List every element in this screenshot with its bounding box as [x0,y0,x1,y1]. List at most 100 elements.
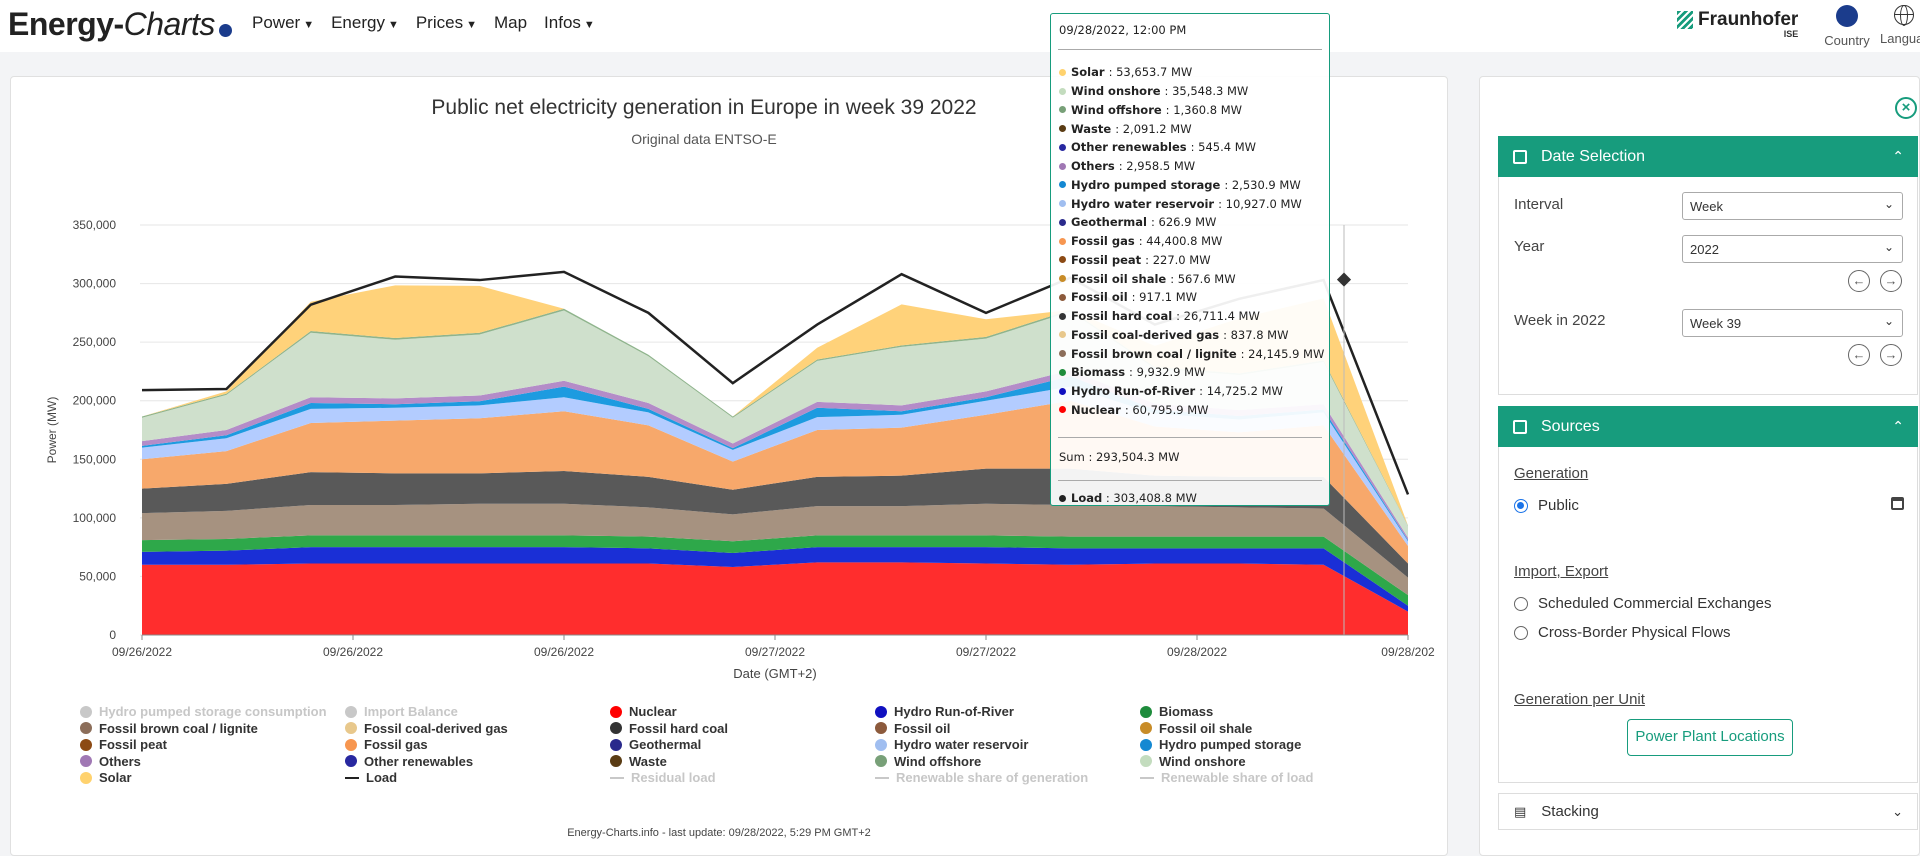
legend-marker-icon [875,705,887,718]
legend-marker-icon [1140,776,1154,779]
tooltip-row: Hydro water reservoir: 10,927.0 MW [1059,194,1324,213]
y-axis-label: Power (MW) [45,397,59,464]
legend-marker-icon [345,738,357,751]
legend-item[interactable]: Import Balance [345,704,610,720]
close-sidebar-icon[interactable]: × [1895,97,1917,119]
legend-marker-icon [610,705,622,718]
x-tick-label: 09/26/2022 [323,645,383,659]
week-next-icon[interactable]: → [1880,344,1902,366]
chart-title: Public net electricity generation in Eur… [431,96,977,119]
legend-marker-icon [1140,738,1152,751]
legend-item[interactable]: Renewable share of load [1140,770,1340,786]
legend-label: Fossil hard coal [629,720,728,736]
legend-label: Hydro water reservoir [894,737,1029,753]
tooltip-dot-icon [1059,143,1066,151]
legend-item[interactable]: Fossil oil shale [1140,721,1340,737]
tooltip-dot-icon [1059,312,1066,320]
legend-item[interactable]: Wind offshore [875,754,1140,770]
legend-marker-icon [1140,705,1152,718]
legend-marker-icon [345,722,357,735]
y-tick-label: 350,000 [73,218,117,232]
date-selection-header[interactable]: Date Selection ⌃ [1498,136,1918,177]
legend-item[interactable]: Hydro pumped storage consumption [80,704,345,720]
legend-item[interactable]: Hydro pumped storage [1140,737,1340,753]
nav-prices[interactable]: Prices ▼ [415,13,477,32]
legend-item[interactable]: Fossil brown coal / lignite [80,721,345,737]
tooltip-dot-icon [1059,293,1066,301]
tooltip-dot-icon [1059,68,1066,76]
top-navbar: Energy-Charts Power ▼ Energy ▼ Prices ▼ Map… [0,0,1920,52]
legend-item[interactable]: Hydro water reservoir [875,737,1140,753]
area-hydro-run-of-river [142,547,1408,612]
chevron-down-icon: ⌄ [1883,197,1894,211]
legend-label: Hydro pumped storage [1159,737,1302,753]
legend-marker-icon [345,776,359,779]
tooltip-row: Wind onshore: 35,548.3 MW [1059,82,1324,101]
legend-item[interactable]: Others [80,754,345,770]
interval-select[interactable]: Week ⌄ [1682,192,1903,220]
area-nuclear [142,562,1408,635]
legend-item[interactable]: Geothermal [610,737,875,753]
crossborder-flows-radio[interactable]: Cross-Border Physical Flows [1514,624,1731,641]
language-selector[interactable]: Langua [1880,5,1920,46]
generation-per-unit-link[interactable]: Generation per Unit [1514,691,1645,708]
stacking-header[interactable]: ▤ Stacking ⌄ [1498,793,1918,830]
legend-marker-icon [610,738,622,751]
chevron-down-icon: ⌄ [1883,240,1894,254]
tooltip-dot-icon [1059,406,1066,414]
nav-infos[interactable]: Infos ▼ [544,13,595,32]
legend-marker-icon [80,771,92,784]
legend-item[interactable]: Biomass [1140,704,1340,720]
calendar-icon[interactable] [1891,497,1904,510]
year-prev-icon[interactable]: ← [1848,270,1870,292]
scheduled-exchanges-radio[interactable]: Scheduled Commercial Exchanges [1514,595,1771,612]
legend-item[interactable]: Fossil coal-derived gas [345,721,610,737]
fraunhofer-logo[interactable]: Fraunhofer ISE [1677,9,1798,39]
energy-charts-logo[interactable]: Energy-Charts [8,6,232,43]
y-tick-label: 250,000 [73,335,117,349]
legend-item[interactable]: Wind onshore [1140,754,1340,770]
tooltip-row: Wind offshore: 1,360.8 MW [1059,101,1324,120]
legend-label: Fossil brown coal / lignite [99,720,258,736]
import-export-link[interactable]: Import, Export [1514,563,1609,580]
legend-item[interactable]: Fossil peat [80,737,345,753]
legend-item[interactable]: Other renewables [345,754,610,770]
power-plant-locations-button[interactable]: Power Plant Locations [1627,719,1793,756]
week-prev-icon[interactable]: ← [1848,344,1870,366]
nav-energy[interactable]: Energy ▼ [331,13,399,32]
legend-item[interactable]: Fossil hard coal [610,721,875,737]
calendar-icon [1513,149,1527,164]
legend-item[interactable]: Renewable share of generation [875,770,1140,786]
year-select[interactable]: 2022 ⌄ [1682,235,1903,263]
week-select[interactable]: Week 39 ⌄ [1682,309,1903,337]
area-biomass [142,535,1408,606]
legend-item[interactable]: Solar [80,770,345,786]
country-selector[interactable]: Country [1822,5,1872,48]
sources-header[interactable]: Sources ⌃ [1498,406,1918,447]
public-radio[interactable]: Public [1514,497,1579,514]
tooltip-divider [1058,437,1322,438]
legend-item[interactable]: Fossil oil [875,721,1140,737]
year-next-icon[interactable]: → [1880,270,1902,292]
legend-item[interactable]: Waste [610,754,875,770]
legend-item[interactable]: Residual load [610,770,875,786]
y-tick-label: 150,000 [73,452,117,466]
tooltip-dot-icon [1059,181,1066,189]
chart-footer: Energy-Charts.info - last update: 09/28/… [567,827,871,839]
legend-item[interactable]: Nuclear [610,704,875,720]
nav-power[interactable]: Power ▼ [252,13,315,32]
nav-map[interactable]: Map [493,13,528,32]
tooltip-row: Waste: 2,091.2 MW [1059,119,1324,138]
legend-item[interactable]: Fossil gas [345,737,610,753]
x-tick-label: 09/28/202 [1381,645,1435,659]
globe-icon [1894,5,1914,26]
tooltip-dot-icon [1059,237,1066,245]
legend-label: Hydro Run-of-River [894,704,1014,720]
legend-label: Fossil oil shale [1159,720,1253,736]
legend-item[interactable]: Hydro Run-of-River [875,704,1140,720]
generation-link[interactable]: Generation [1514,465,1589,482]
legend-label: Waste [629,753,667,769]
legend-item[interactable]: Load [345,770,610,786]
sources-panel [1498,447,1918,783]
tooltip-dot-icon [1059,106,1066,114]
